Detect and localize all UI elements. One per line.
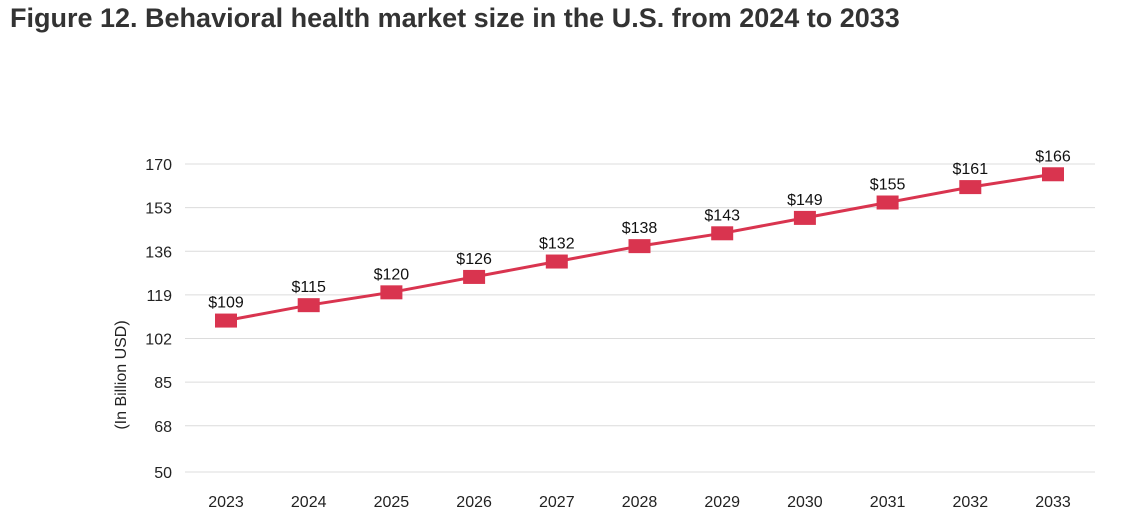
x-tick-label: 2027	[539, 494, 575, 511]
x-tick-label: 2023	[208, 494, 244, 511]
data-label: $132	[539, 236, 575, 253]
y-tick-label: 68	[154, 419, 172, 436]
y-tick-label: 136	[145, 244, 172, 261]
x-tick-label: 2029	[704, 494, 740, 511]
data-point-marker	[711, 226, 734, 241]
y-tick-label: 153	[145, 201, 172, 218]
x-tick-label: 2030	[787, 494, 823, 511]
y-tick-label: 119	[146, 288, 172, 305]
data-point-marker	[876, 195, 899, 210]
x-tick-label: 2028	[622, 494, 658, 511]
data-point-marker	[215, 313, 237, 328]
data-label: $120	[374, 266, 410, 283]
y-tick-label: 170	[145, 157, 172, 174]
x-tick-label: 2024	[291, 494, 327, 511]
data-label: $109	[208, 295, 244, 312]
data-point-marker	[1042, 167, 1064, 182]
x-tick-label: 2026	[456, 494, 492, 511]
y-tick-label: 102	[145, 332, 172, 349]
data-label: $149	[787, 192, 823, 209]
data-point-marker	[545, 254, 568, 269]
y-axis-label: (In Billion USD)	[113, 320, 130, 429]
data-label: $155	[870, 177, 906, 194]
data-label: $115	[291, 279, 326, 296]
data-label: $143	[704, 207, 740, 224]
data-label: $161	[953, 161, 989, 178]
y-tick-label: 85	[154, 375, 172, 392]
data-label: $126	[456, 251, 492, 268]
x-tick-label: 2033	[1035, 494, 1071, 511]
chart-title: Figure 12. Behavioral health market size…	[10, 3, 900, 33]
data-label: $138	[622, 220, 658, 237]
data-point-marker	[959, 180, 982, 195]
y-tick-label: 50	[154, 465, 172, 482]
x-tick-label: 2032	[953, 494, 989, 511]
data-label: $166	[1035, 148, 1071, 165]
data-point-marker	[793, 210, 816, 225]
data-point-marker	[297, 298, 320, 313]
data-point-marker	[628, 239, 651, 254]
data-point-marker	[463, 269, 486, 284]
data-point-marker	[380, 285, 403, 300]
x-tick-label: 2031	[870, 494, 906, 511]
x-tick-label: 2025	[374, 494, 410, 511]
